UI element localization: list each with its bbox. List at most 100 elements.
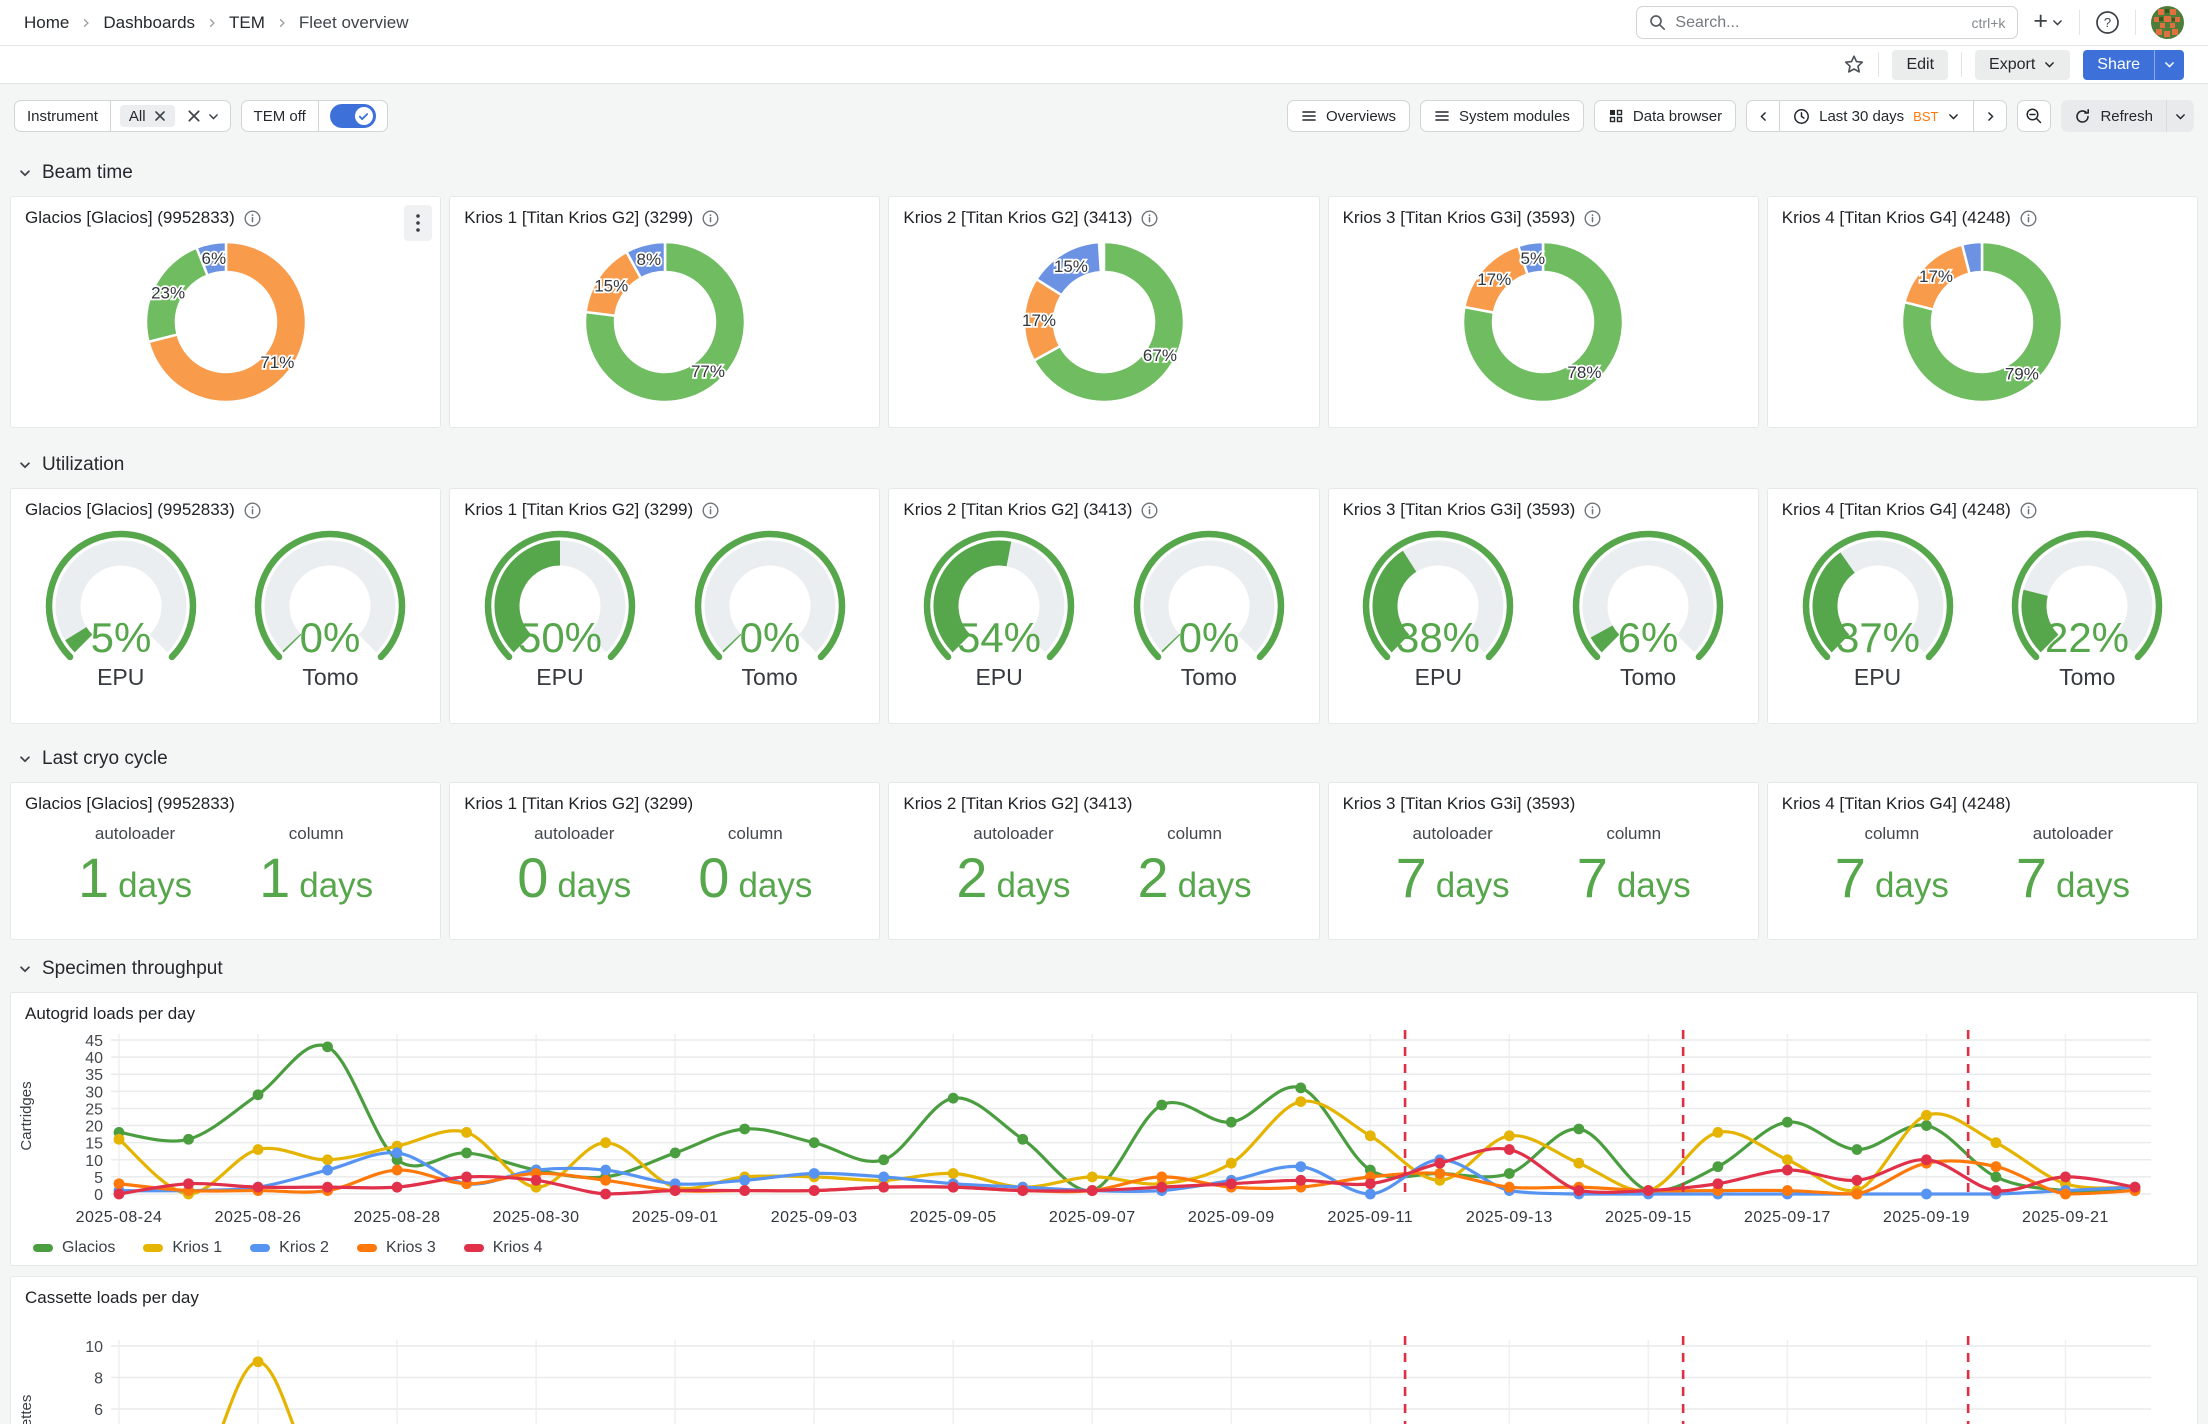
time-shift-back-button[interactable]	[1746, 100, 1781, 132]
info-icon[interactable]	[244, 501, 261, 519]
cryo-stat-autoloader: autoloader 2 days	[956, 824, 1070, 906]
panel-title[interactable]: Krios 4 [Titan Krios G4] (4248)	[1781, 208, 2011, 227]
panel-title[interactable]: Glacios [Glacios] (9952833)	[25, 500, 235, 519]
section-last-cryo-cycle[interactable]: Last cryo cycle	[18, 748, 2208, 770]
stat-value: 7	[2015, 846, 2048, 909]
panel-title[interactable]: Glacios [Glacios] (9952833)	[25, 208, 235, 227]
info-icon[interactable]	[702, 209, 719, 227]
panel-title[interactable]: Krios 2 [Titan Krios G2] (3413)	[903, 208, 1133, 227]
legend-item-krios-4[interactable]: Krios 4	[463, 1239, 543, 1257]
svg-text:15%: 15%	[594, 276, 628, 295]
panel-title[interactable]: Krios 1 [Titan Krios G2] (3299)	[464, 208, 694, 227]
panel-title[interactable]: Autogrid loads per day	[25, 1004, 196, 1023]
svg-text:6%: 6%	[201, 249, 226, 268]
search-box[interactable]: ctrl+k	[1636, 6, 2019, 39]
stat-unit: days	[1874, 866, 1949, 905]
info-icon[interactable]	[2020, 501, 2037, 519]
utilization-gauge-chart: 54%	[923, 530, 1075, 661]
panel-card: Glacios [Glacios] (9952833) 5% EPU 0% Tomo	[10, 488, 442, 724]
stat-value: 2	[1137, 846, 1169, 909]
panel-title[interactable]: Krios 4 [Titan Krios G4] (4248)	[1781, 500, 2011, 519]
legend-label: Krios 1	[172, 1239, 223, 1256]
panel-title[interactable]: Cassette loads per day	[25, 1288, 199, 1307]
legend-item-krios-1[interactable]: Krios 1	[143, 1239, 222, 1257]
add-new-button[interactable]: +	[2033, 6, 2064, 35]
tem-off-toggle[interactable]	[329, 104, 376, 128]
stat-unit: days	[1616, 866, 1691, 905]
export-button[interactable]: Export	[1975, 49, 2071, 80]
info-icon[interactable]	[1584, 209, 1601, 227]
svg-text:15%: 15%	[1054, 257, 1088, 276]
data-browser-button[interactable]: Data browser	[1593, 100, 1737, 132]
edit-button[interactable]: Edit	[1892, 49, 1949, 80]
gauge-label: EPU	[975, 664, 1023, 690]
section-specimen-throughput[interactable]: Specimen throughput	[18, 958, 2208, 980]
gauge-tomo: 22% Tomo	[1987, 526, 2187, 691]
cryo-cycle-panel-row: Glacios [Glacios] (9952833) autoloader 1 da…	[10, 782, 2198, 940]
search-input[interactable]	[1675, 13, 1963, 32]
panel-title[interactable]: Krios 2 [Titan Krios G2] (3413)	[903, 794, 1133, 813]
legend-item-glacios[interactable]: Glacios	[33, 1239, 115, 1257]
close-icon[interactable]	[154, 110, 166, 122]
info-icon[interactable]	[702, 501, 719, 519]
breadcrumb-dashboards[interactable]: Dashboards	[103, 12, 196, 32]
cryo-stat-autoloader: autoloader 7 days	[2016, 824, 2130, 906]
panel-menu-kebab-icon[interactable]	[404, 205, 433, 241]
svg-text:79%: 79%	[2005, 364, 2039, 383]
overviews-button[interactable]: Overviews	[1287, 100, 1411, 132]
gauge-label: Tomo	[1180, 664, 1237, 690]
plus-icon: +	[2033, 6, 2048, 35]
panel-title[interactable]: Krios 1 [Titan Krios G2] (3299)	[464, 500, 694, 519]
breadcrumb-home[interactable]: Home	[24, 12, 70, 32]
stat-label: column	[727, 824, 783, 843]
gauge-label: EPU	[536, 664, 584, 690]
panel-title[interactable]: Krios 3 [Titan Krios G3i] (3593)	[1342, 500, 1576, 519]
apps-grid-icon	[1609, 109, 1623, 123]
svg-text:35: 35	[85, 1067, 103, 1084]
time-shift-forward-button[interactable]	[1973, 100, 2008, 132]
panel-title[interactable]: Krios 2 [Titan Krios G2] (3413)	[903, 500, 1133, 519]
panel-title[interactable]: Krios 4 [Titan Krios G4] (4248)	[1781, 794, 2011, 813]
instrument-filter-chip[interactable]: All	[119, 105, 175, 127]
help-button[interactable]: ?	[2095, 10, 2120, 35]
cryo-stat-column: column 7 days	[1577, 824, 1691, 906]
share-button[interactable]: Share	[2083, 49, 2154, 80]
panel-card: Glacios [Glacios] (9952833) autoloader 1 da…	[10, 782, 442, 940]
info-icon[interactable]	[1141, 501, 1158, 519]
filter-row: Instrument All TEM off	[14, 100, 2194, 132]
svg-text:77%: 77%	[691, 362, 725, 381]
share-split-button: Share	[2083, 49, 2184, 80]
info-icon[interactable]	[1584, 501, 1601, 519]
svg-text:2025-09-01: 2025-09-01	[632, 1209, 719, 1226]
legend-item-krios-3[interactable]: Krios 3	[356, 1239, 436, 1257]
time-range-picker[interactable]: Last 30 days BST	[1779, 100, 1975, 132]
info-icon[interactable]	[244, 209, 261, 227]
chevron-down-icon[interactable]	[207, 110, 220, 123]
star-icon	[1845, 54, 1864, 73]
share-dropdown-button[interactable]	[2154, 49, 2184, 80]
refresh-button[interactable]: Refresh	[2061, 100, 2166, 132]
panel-title[interactable]: Krios 3 [Titan Krios G3i] (3593)	[1342, 794, 1576, 813]
cryo-stat-column: column 7 days	[1835, 824, 1949, 906]
user-avatar[interactable]	[2151, 6, 2184, 39]
zoom-out-button[interactable]	[2017, 100, 2052, 132]
info-icon[interactable]	[2020, 209, 2037, 227]
info-icon[interactable]	[1141, 209, 1158, 227]
system-modules-button[interactable]: System modules	[1420, 100, 1584, 132]
legend-item-krios-2[interactable]: Krios 2	[250, 1239, 329, 1257]
stat-label: column	[1167, 824, 1222, 843]
section-beam-time[interactable]: Beam time	[18, 162, 2208, 184]
panel-card: Krios 3 [Titan Krios G3i] (3593) 78% 17% 5%	[1327, 196, 1759, 428]
refresh-interval-dropdown[interactable]	[2166, 100, 2194, 132]
panel-title[interactable]: Glacios [Glacios] (9952833)	[25, 794, 235, 813]
favorite-star-button[interactable]	[1843, 54, 1865, 76]
breadcrumb-tem[interactable]: TEM	[229, 12, 265, 32]
panel-title[interactable]: Krios 1 [Titan Krios G2] (3299)	[464, 794, 694, 813]
svg-text:8%: 8%	[636, 250, 661, 269]
svg-text:38%: 38%	[1396, 614, 1480, 661]
clear-filter-icon[interactable]	[187, 109, 201, 123]
svg-text:37%: 37%	[1836, 614, 1920, 661]
panel-title[interactable]: Krios 3 [Titan Krios G3i] (3593)	[1342, 208, 1576, 227]
svg-text:2025-09-17: 2025-09-17	[1744, 1209, 1831, 1226]
section-utilization[interactable]: Utilization	[18, 454, 2208, 476]
